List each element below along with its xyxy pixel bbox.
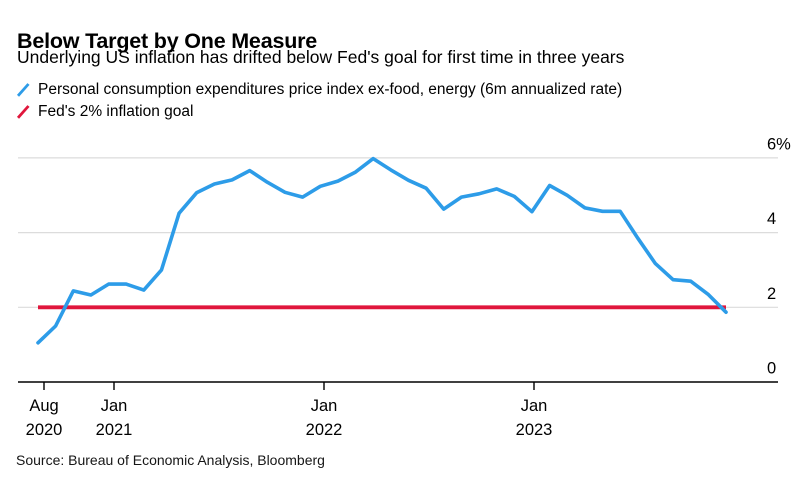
pce-series-slash-icon xyxy=(16,83,30,97)
x-tick-year-label: 2023 xyxy=(516,421,553,439)
x-tick-year-label: 2021 xyxy=(96,421,133,439)
x-tick-year-label: 2020 xyxy=(26,421,63,439)
legend-label-fed-goal: Fed's 2% inflation goal xyxy=(38,103,194,120)
x-tick-month-label: Aug xyxy=(29,397,58,415)
y-axis-label-0: 0 xyxy=(767,360,776,378)
y-axis-label-6: 6% xyxy=(767,135,791,153)
legend-label-pce: Personal consumption expenditures price … xyxy=(38,81,623,98)
chart-subtitle: Underlying US inflation has drifted belo… xyxy=(17,47,625,67)
chart-legend: Personal consumption expenditures price … xyxy=(15,79,622,123)
legend-item-fed-goal: Fed's 2% inflation goal xyxy=(15,101,622,123)
x-tick-month-label: Jan xyxy=(521,397,548,415)
y-axis-label-2: 2 xyxy=(767,285,776,303)
legend-item-pce: Personal consumption expenditures price … xyxy=(15,79,622,101)
chart-title: Below Target by One Measure xyxy=(17,29,318,54)
pce-line xyxy=(36,156,728,345)
y-axis-label-4: 4 xyxy=(767,210,776,228)
x-tick-year-label: 2022 xyxy=(306,421,343,439)
fed-goal-slash-icon xyxy=(16,105,30,119)
source-note: Source: Bureau of Economic Analysis, Blo… xyxy=(16,452,325,468)
x-tick-month-label: Jan xyxy=(311,397,338,415)
x-tick-month-label: Jan xyxy=(101,397,128,415)
